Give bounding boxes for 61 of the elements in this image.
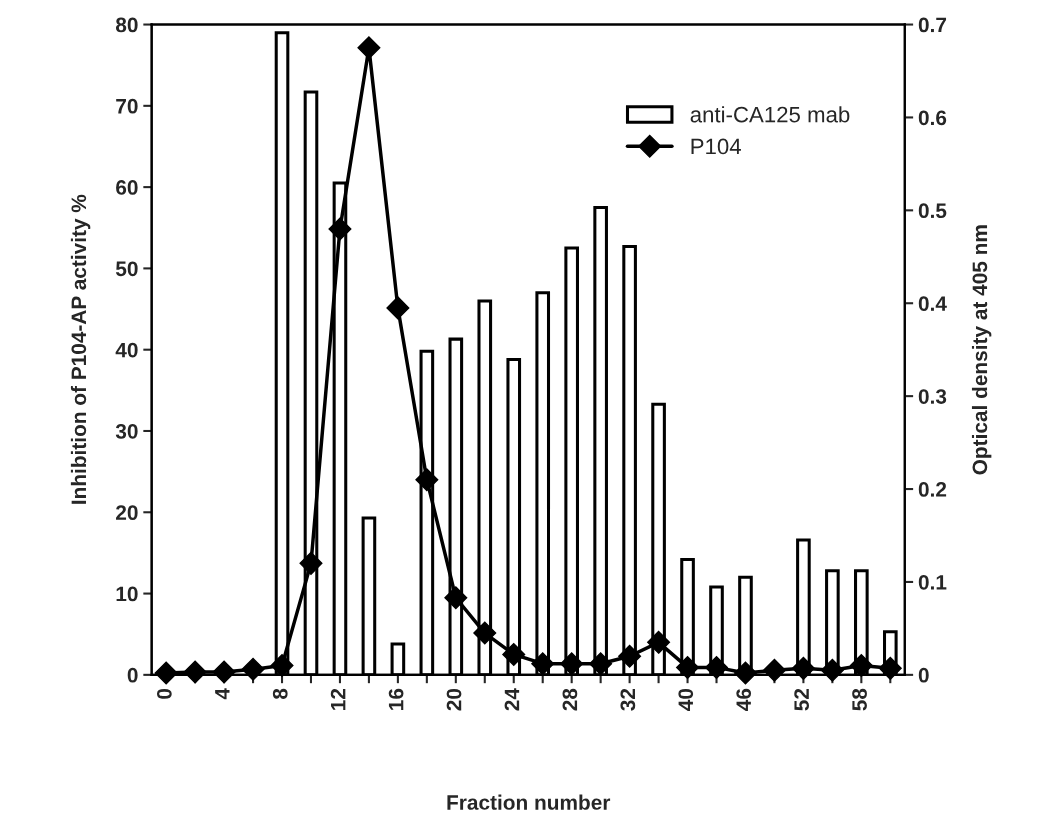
- x-tick-label: 58: [852, 688, 867, 711]
- point: [328, 217, 352, 241]
- y2-tick-label: 0.1: [918, 574, 947, 590]
- point: [791, 656, 815, 680]
- x-tick-label: 4: [215, 688, 230, 700]
- point: [676, 655, 700, 679]
- y2-tick-label: 0.4: [918, 296, 947, 311]
- x-tick-label: 16: [388, 688, 404, 710]
- y2-tick-label: 0.2: [918, 482, 947, 497]
- point: [241, 657, 265, 681]
- y-tick-label: 40: [115, 342, 138, 358]
- x-tick-label: 46: [736, 688, 752, 711]
- point: [415, 468, 439, 492]
- x-tick-label: 24: [504, 688, 520, 711]
- point: [705, 655, 729, 679]
- y-tick-label: 30: [115, 423, 138, 439]
- y2-axis-title: Optical density at 405 nm: [971, 225, 992, 475]
- x-tick-label: 12: [330, 688, 346, 710]
- x-tick-label: 32: [620, 688, 636, 711]
- point: [589, 652, 613, 676]
- y-axis-title: Inhibition of P104-AP activity %: [70, 194, 91, 504]
- y2-tick-label: 0.5: [918, 203, 947, 219]
- x-tick-label: 52: [794, 688, 809, 711]
- y-tick-label: 0: [127, 667, 138, 683]
- x-tick-label: 20: [446, 688, 462, 711]
- y-tick-label: 60: [116, 180, 138, 195]
- legend-label: P104: [691, 138, 741, 155]
- x-tick-label: 8: [272, 688, 288, 699]
- y-tick-label: 50: [115, 261, 138, 277]
- y-tick-label: 80: [115, 17, 138, 33]
- point: [299, 551, 323, 575]
- x-tick-label: 0: [156, 688, 172, 699]
- point: [618, 644, 642, 668]
- point: [386, 296, 410, 320]
- point: [154, 661, 178, 685]
- x-tick-label: 40: [678, 688, 694, 711]
- y-tick-label: 70: [116, 98, 138, 114]
- point: [878, 656, 902, 680]
- point: [183, 660, 207, 684]
- y2-tick-label: 0.6: [918, 110, 947, 126]
- point: [531, 652, 555, 676]
- y-tick-label: 10: [116, 586, 138, 602]
- point: [849, 654, 873, 678]
- legend-label: anti-CA125 mab: [690, 106, 850, 123]
- point: [502, 642, 526, 666]
- point: [473, 621, 497, 645]
- point: [820, 658, 844, 682]
- point: [733, 661, 757, 685]
- point: [357, 36, 381, 60]
- y2-tick-label: 0.3: [918, 389, 947, 404]
- point: [212, 660, 236, 684]
- point: [270, 654, 294, 678]
- x-tick-label: 28: [562, 688, 578, 711]
- x-axis-title: Fraction number: [447, 794, 611, 810]
- point: [762, 658, 786, 682]
- y-tick-label: 20: [116, 505, 138, 521]
- y2-tick-label: 0: [918, 667, 929, 683]
- y2-tick-label: 0.7: [918, 17, 947, 33]
- point: [560, 652, 584, 676]
- point: [647, 630, 671, 654]
- point: [444, 586, 468, 610]
